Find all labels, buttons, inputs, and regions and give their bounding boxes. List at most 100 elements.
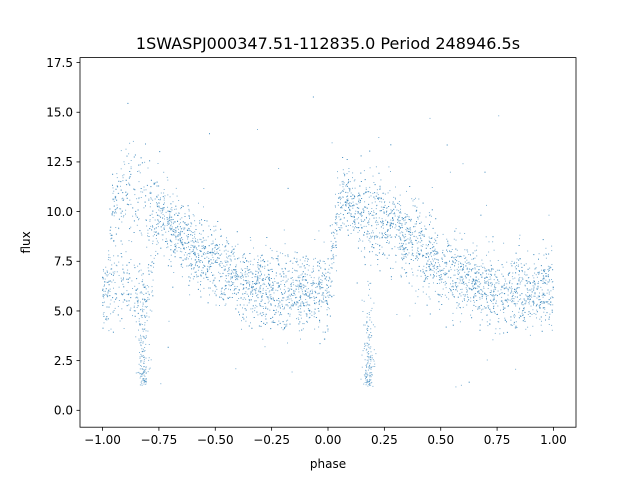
data-point [488,279,490,280]
data-point [178,223,180,225]
data-point [315,302,317,304]
data-point [442,261,443,262]
data-point [272,288,274,290]
data-point [292,295,294,296]
data-point [172,234,174,236]
data-point [540,316,542,318]
data-point [300,298,302,300]
data-point [270,286,272,288]
data-point [134,194,136,196]
data-point [252,286,254,288]
data-point [455,289,457,291]
data-point [391,222,392,224]
data-point [335,215,337,217]
data-point [214,253,216,255]
data-point [284,308,285,310]
data-point [457,273,459,275]
data-point [180,208,182,210]
data-point [540,301,542,303]
data-point [399,212,400,214]
data-point [349,209,351,211]
data-point [445,326,447,328]
data-point [136,216,138,218]
data-point [387,240,388,241]
data-point [188,241,190,243]
data-point [414,223,416,225]
data-point [261,296,263,298]
data-point [287,187,289,189]
data-point [192,249,194,251]
data-point [417,249,418,251]
data-point [136,224,138,226]
data-point [407,228,408,230]
data-point [320,279,322,280]
data-point [346,195,348,197]
data-point [303,294,305,296]
data-point [294,302,295,304]
data-point [368,203,370,205]
data-point [307,295,309,297]
data-point [306,320,308,322]
data-point [303,286,305,288]
data-point [171,241,173,243]
data-point [253,317,255,318]
data-point [139,172,141,174]
data-point [497,305,499,307]
data-point [148,198,150,200]
data-point [416,221,417,223]
data-point [390,144,392,146]
data-point [402,227,403,229]
data-point [271,271,273,272]
data-point [436,242,438,244]
data-point [513,315,515,317]
data-point [379,237,381,239]
data-point [158,202,160,204]
data-point [174,231,176,233]
data-point [285,304,287,306]
data-point [348,212,350,214]
data-point [259,287,261,289]
data-point [398,248,400,250]
data-point [518,264,519,266]
data-point [506,331,508,333]
data-point [259,282,260,284]
data-point [308,317,310,319]
data-point [533,300,535,302]
data-point [396,234,398,236]
data-point [384,254,386,256]
data-point [196,274,197,276]
data-point [227,297,228,299]
data-point [353,229,355,231]
data-point [355,210,357,212]
data-point [339,219,341,221]
data-point [524,271,526,273]
data-point [522,310,523,312]
data-point [351,216,353,217]
data-point [383,206,385,208]
data-point [498,115,500,117]
data-point [359,239,361,241]
data-point [380,210,382,212]
data-point [394,236,396,238]
data-point [220,261,222,263]
data-point [495,276,497,278]
data-point [321,294,323,296]
data-point [306,301,308,303]
data-point [466,294,468,296]
data-point [484,293,486,295]
data-point [367,191,369,193]
data-point [111,234,113,236]
data-point [137,299,139,301]
data-point [252,281,254,282]
data-point [453,274,455,276]
data-point [259,266,261,268]
data-point [283,293,285,294]
data-point [516,287,518,289]
data-point [257,314,259,316]
data-point [364,247,366,248]
data-point [340,207,342,209]
data-point [201,272,203,274]
data-point [420,249,422,251]
data-point [353,197,355,199]
data-point [421,230,423,232]
